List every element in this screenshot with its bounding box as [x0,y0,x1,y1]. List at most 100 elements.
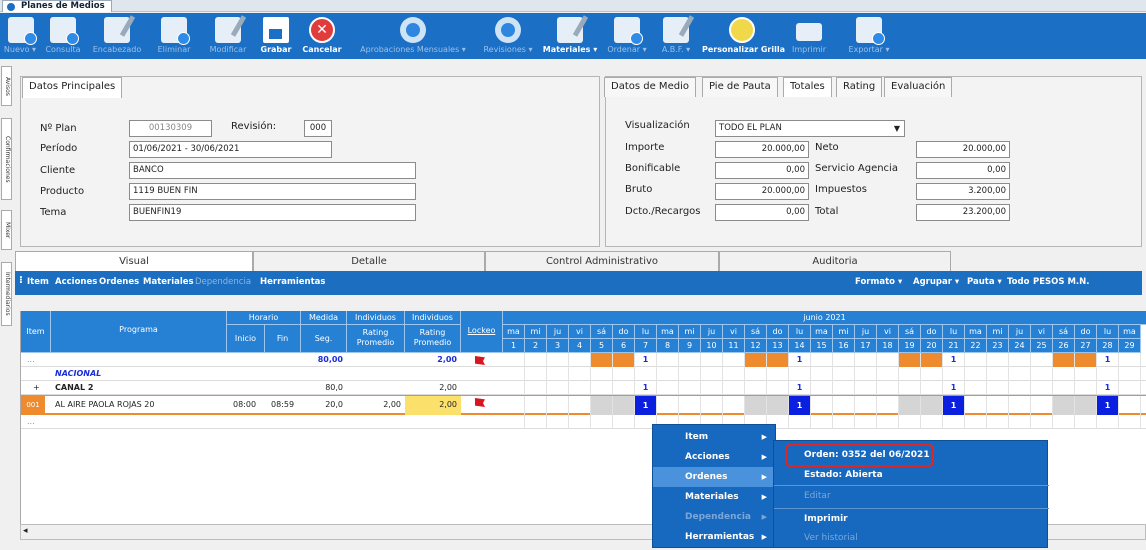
day-number-header[interactable]: 19 [899,339,921,353]
context-ordenes[interactable]: Ordenes ▶ [653,467,777,487]
day-cell[interactable] [657,415,679,429]
day-cell[interactable] [1075,396,1097,415]
day-number-header[interactable]: 9 [679,339,701,353]
day-cell[interactable] [525,415,547,429]
menu-ordenes[interactable]: Ordenes [99,277,140,287]
menu-pauta[interactable]: Pauta ▾ [967,277,1002,287]
menu-materiales[interactable]: Materiales [143,277,194,287]
context-materiales[interactable]: Materiales ▶ [653,487,777,507]
day-cell[interactable] [1031,367,1053,381]
day-cell[interactable] [547,367,569,381]
day-cell[interactable] [701,381,723,395]
tab-visual[interactable]: Visual [15,251,253,271]
day-cell[interactable] [833,396,855,415]
day-cell[interactable] [1119,415,1141,429]
day-cell[interactable] [525,396,547,415]
print-button[interactable]: Imprimir [786,15,832,57]
day-number-header[interactable]: 7 [635,339,657,353]
day-cell[interactable] [613,396,635,415]
day-cell[interactable] [657,367,679,381]
day-number-header[interactable]: 27 [1075,339,1097,353]
day-cell[interactable] [591,415,613,429]
submenu-ver-historial[interactable]: Ver historial [804,533,858,543]
day-cell[interactable] [943,415,965,429]
day-cell[interactable] [1009,353,1031,367]
window-tab[interactable]: Planes de Medios [2,0,112,12]
day-number-header[interactable]: 6 [613,339,635,353]
importe-field[interactable]: 20.000,00 [715,141,809,158]
day-cell[interactable] [855,396,877,415]
day-cell[interactable] [547,353,569,367]
day-cell[interactable] [1097,415,1119,429]
day-cell[interactable]: 1 [943,396,965,415]
menu-herramientas[interactable]: Herramientas [260,277,326,287]
day-cell[interactable] [723,381,745,395]
table-row[interactable]: NACIONAL [21,367,1146,381]
day-cell[interactable] [547,396,569,415]
day-number-header[interactable]: 12 [745,339,767,353]
day-cell[interactable] [1075,353,1097,367]
header-fin[interactable]: Fin [265,325,301,353]
day-cell[interactable] [1053,381,1075,395]
day-cell[interactable] [1119,367,1141,381]
day-cell[interactable] [1075,381,1097,395]
day-number-header[interactable]: 28 [1097,339,1119,353]
day-cell[interactable] [569,381,591,395]
day-cell[interactable]: 1 [789,381,811,395]
day-number-header[interactable]: 3 [547,339,569,353]
day-cell[interactable] [525,367,547,381]
day-number-header[interactable]: 29 [1119,339,1141,353]
dcto-field[interactable]: 0,00 [715,204,809,221]
day-cell[interactable] [1009,367,1031,381]
day-cell[interactable]: 1 [943,381,965,395]
menu-dependencia[interactable]: Dependencia [195,277,252,287]
day-number-header[interactable]: 25 [1031,339,1053,353]
day-cell[interactable] [877,353,899,367]
day-cell[interactable] [635,367,657,381]
theme-field[interactable]: BUENFIN19 [129,204,416,221]
new-button[interactable]: Nuevo ▾ [2,15,38,57]
cancel-button[interactable]: Cancelar [298,15,346,57]
tab-datos-principales[interactable]: Datos Principales [22,77,123,98]
header-rating-1[interactable]: Rating Promedio [347,325,405,353]
day-cell[interactable] [1053,396,1075,415]
day-cell[interactable] [1119,353,1141,367]
day-cell[interactable] [723,396,745,415]
day-cell[interactable] [987,381,1009,395]
day-cell[interactable] [503,381,525,395]
customize-grid-button[interactable]: Personalizar Grilla [702,15,785,57]
save-button[interactable]: Grabar [258,15,294,57]
header-inicio[interactable]: Inicio [227,325,265,353]
day-number-header[interactable]: 21 [943,339,965,353]
context-dependencia[interactable]: Dependencia ▶ [653,507,777,527]
day-cell[interactable] [1075,415,1097,429]
day-cell[interactable] [965,415,987,429]
day-cell[interactable] [965,381,987,395]
day-cell[interactable] [591,381,613,395]
query-button[interactable]: Consulta [40,15,86,57]
scroll-left-icon[interactable]: ◂ [23,526,28,536]
day-cell[interactable] [723,415,745,429]
day-cell[interactable] [767,415,789,429]
day-cell[interactable] [855,367,877,381]
day-cell[interactable] [547,415,569,429]
header-programa[interactable]: Programa [51,311,227,353]
submenu-editar[interactable]: Editar [774,485,1049,505]
day-cell[interactable] [1053,367,1075,381]
day-number-header[interactable]: 18 [877,339,899,353]
day-cell[interactable] [1009,396,1031,415]
day-cell[interactable] [855,415,877,429]
day-cell[interactable] [569,415,591,429]
tab-evaluacion[interactable]: Evaluación [884,77,953,97]
impuestos-field[interactable]: 3.200,00 [916,183,1010,200]
day-cell[interactable]: 1 [1097,381,1119,395]
day-cell[interactable] [877,381,899,395]
day-cell[interactable]: 1 [789,353,811,367]
day-cell[interactable] [877,367,899,381]
day-cell[interactable] [701,353,723,367]
client-field[interactable]: BANCO [129,162,416,179]
day-number-header[interactable]: 16 [833,339,855,353]
header-lockeo[interactable]: Lockeo [461,311,503,353]
day-cell[interactable] [987,367,1009,381]
export-button[interactable]: Exportar ▾ [836,15,902,57]
